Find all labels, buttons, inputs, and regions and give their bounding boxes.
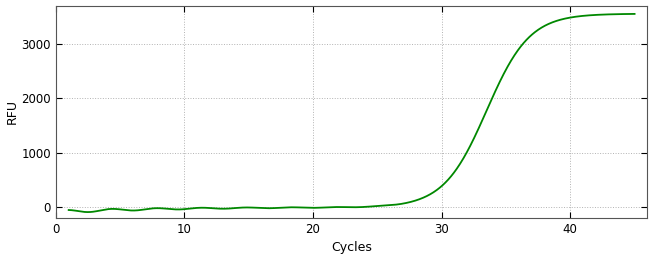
X-axis label: Cycles: Cycles: [331, 242, 372, 255]
Y-axis label: RFU: RFU: [6, 99, 18, 124]
